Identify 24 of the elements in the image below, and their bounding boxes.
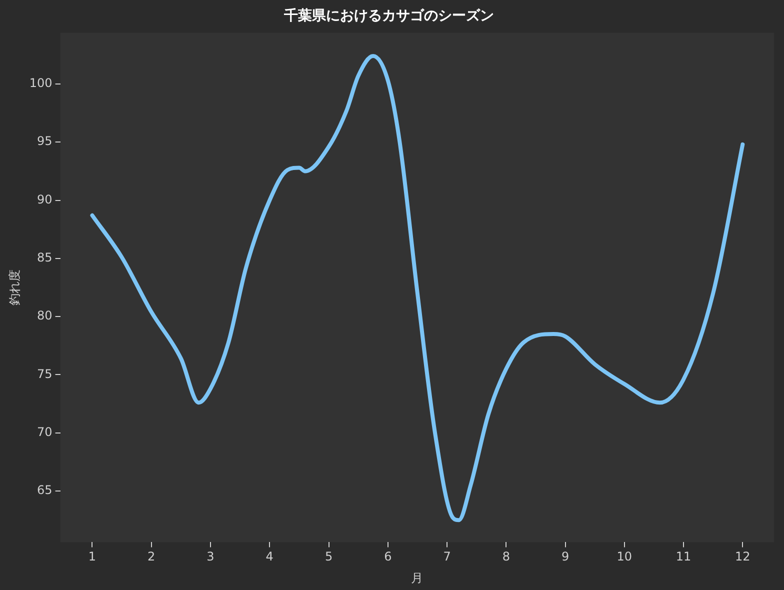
x-axis-title: 月 <box>411 570 424 585</box>
y-tick-label: 70 <box>37 425 52 439</box>
x-tick-label: 4 <box>266 550 274 564</box>
y-tick-label: 65 <box>37 483 52 498</box>
x-tick-label: 11 <box>676 550 692 564</box>
y-tick-label: 80 <box>37 308 52 323</box>
x-tick-label: 9 <box>561 550 570 564</box>
x-tick-label: 10 <box>616 550 632 564</box>
x-tick-label: 7 <box>443 550 451 564</box>
y-axis-title: 釣れ度 <box>7 270 22 306</box>
x-tick-label: 12 <box>735 550 750 564</box>
x-tick-label: 5 <box>324 550 333 564</box>
y-tick-label: 90 <box>37 192 52 206</box>
x-tick-label: 6 <box>384 550 392 564</box>
line-series <box>90 54 745 522</box>
y-tick-label: 85 <box>37 250 52 265</box>
x-tick-label: 8 <box>502 550 510 564</box>
y-tick-label: 100 <box>29 76 52 90</box>
x-tick-label: 1 <box>88 550 96 564</box>
x-tick-label: 3 <box>206 550 214 564</box>
x-tick-label: 2 <box>148 550 156 564</box>
y-tick-label: 95 <box>37 134 52 148</box>
y-tick-label: 75 <box>37 366 52 381</box>
chart-title: 千葉県におけるカサゴのシーズン <box>283 7 494 24</box>
